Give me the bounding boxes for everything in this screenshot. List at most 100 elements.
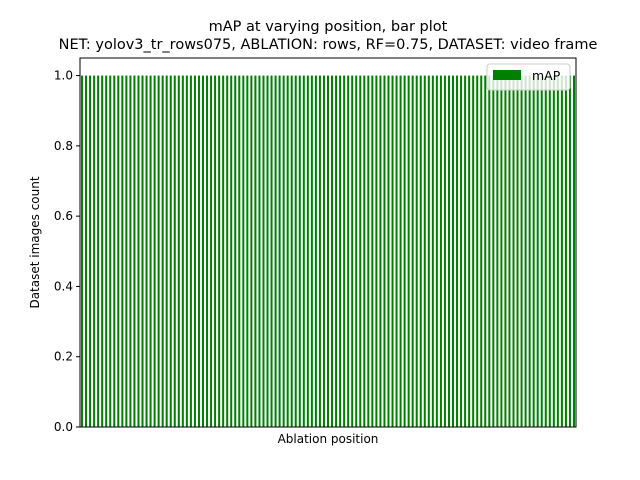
bar — [185, 75, 188, 427]
bar — [125, 75, 128, 427]
bar — [266, 75, 269, 427]
bar — [298, 75, 301, 427]
bar — [145, 75, 148, 427]
bar — [326, 75, 330, 427]
bar — [347, 75, 350, 427]
legend-swatch — [493, 70, 521, 80]
bar — [206, 75, 209, 427]
y-tick-label: 0.6 — [54, 209, 73, 223]
bar — [435, 75, 438, 427]
bar — [532, 75, 535, 427]
bar — [355, 75, 358, 427]
bar — [403, 75, 406, 427]
bar — [548, 75, 551, 427]
bar — [234, 75, 237, 427]
bar — [149, 75, 152, 427]
bar — [290, 75, 293, 427]
bar — [129, 75, 132, 427]
bar — [121, 75, 124, 427]
y-tick-label: 0.0 — [54, 420, 73, 434]
bar — [343, 75, 346, 427]
bar — [552, 75, 555, 427]
bar — [460, 75, 463, 427]
bar — [439, 75, 442, 427]
bar — [137, 75, 140, 427]
bar — [339, 75, 342, 427]
bar — [197, 75, 200, 427]
bar — [560, 75, 563, 427]
bar — [306, 75, 309, 427]
bar — [318, 75, 321, 427]
bar — [564, 75, 567, 427]
bar — [258, 75, 261, 427]
chart-subtitle: NET: yolov3_tr_rows075, ABLATION: rows, … — [59, 37, 598, 53]
bar — [310, 75, 313, 427]
bar — [359, 75, 362, 427]
bar — [512, 75, 515, 427]
legend-label: mAP — [532, 68, 561, 83]
bar — [464, 75, 467, 427]
bar — [85, 75, 88, 427]
chart-title: mAP at varying position, bar plot — [209, 19, 448, 35]
bar — [214, 75, 217, 427]
y-axis: 0.0 0.2 0.4 0.6 0.8 1.0 — [54, 69, 80, 434]
bar — [431, 75, 434, 427]
bar — [230, 75, 233, 427]
bar — [238, 75, 241, 427]
bar — [351, 75, 354, 427]
bar — [222, 75, 225, 427]
y-tick-label: 0.4 — [54, 279, 73, 293]
bar — [282, 75, 285, 427]
bar — [117, 75, 120, 427]
bar — [468, 75, 471, 427]
bar — [286, 75, 289, 427]
bar — [314, 75, 317, 427]
bar — [411, 75, 414, 427]
bar — [500, 75, 503, 427]
bar — [226, 75, 229, 427]
bar — [447, 75, 450, 427]
bar — [270, 75, 273, 427]
bar — [153, 75, 156, 427]
bar — [476, 75, 479, 427]
bar — [181, 75, 184, 427]
plot-frame — [79, 57, 577, 428]
bar — [484, 75, 487, 427]
bar — [443, 75, 446, 427]
bar — [568, 75, 571, 427]
bar — [294, 75, 297, 427]
bar — [133, 75, 136, 427]
bar — [556, 75, 559, 427]
bar — [262, 75, 265, 427]
bar — [177, 75, 180, 427]
bar — [375, 75, 378, 427]
bar — [456, 75, 459, 427]
bar — [250, 75, 253, 427]
bar — [452, 75, 455, 427]
bar — [423, 75, 426, 427]
bar — [274, 75, 277, 427]
bar — [427, 75, 430, 427]
bar — [302, 75, 305, 427]
bar — [278, 75, 281, 427]
bar — [193, 75, 196, 427]
bar — [395, 75, 398, 427]
bar — [335, 75, 338, 427]
bar — [173, 75, 176, 427]
bar — [363, 75, 366, 427]
bar — [472, 75, 475, 427]
bar — [246, 75, 249, 427]
bar — [407, 75, 410, 427]
bar — [101, 75, 104, 427]
x-axis-label: Ablation position — [278, 432, 379, 446]
bar — [492, 75, 495, 427]
legend: mAP — [486, 63, 571, 91]
bar — [508, 75, 511, 427]
bar — [93, 75, 96, 427]
bar — [141, 75, 144, 427]
y-tick-label: 0.2 — [54, 350, 73, 364]
bar — [520, 75, 523, 427]
bar — [504, 75, 507, 427]
bar — [322, 75, 325, 427]
bar — [379, 75, 382, 427]
